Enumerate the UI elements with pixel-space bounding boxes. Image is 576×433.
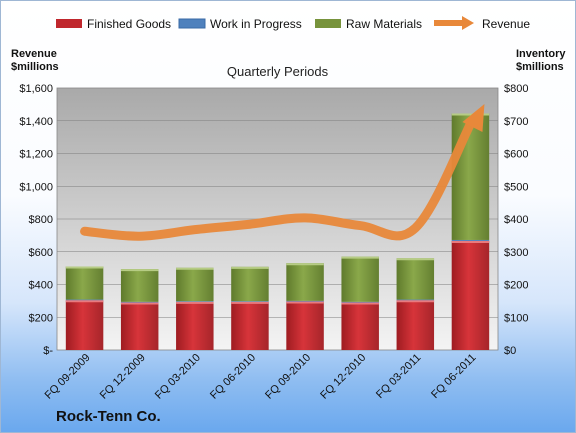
company-name: Rock-Tenn Co. (56, 408, 161, 425)
bar-raw-materials (341, 256, 379, 302)
revenue-line (80, 119, 475, 241)
left-axis-title: Revenue (11, 48, 57, 60)
bar-work-in-progress (341, 301, 379, 303)
chart-title: Quarterly Periods (227, 64, 329, 79)
right-tick-label: $700 (504, 116, 528, 128)
right-tick-label: $500 (504, 181, 528, 193)
bar-finished-goods (231, 301, 269, 350)
bar-raw-materials (120, 269, 159, 302)
category-label: FQ 03-2011 (374, 352, 423, 401)
category-label: FQ 12-2009 (98, 352, 148, 402)
bar-finished-goods (65, 300, 104, 350)
bar-finished-goods (286, 301, 324, 350)
bar-work-in-progress (120, 301, 159, 303)
bar-finished-goods (176, 301, 214, 350)
left-tick-label: $- (43, 345, 53, 357)
left-tick-label: $1,200 (19, 149, 53, 161)
legend-label: Raw Materials (346, 17, 422, 31)
right-tick-label: $800 (504, 83, 528, 95)
category-label: FQ 03-2010 (153, 352, 203, 402)
bar-work-in-progress (176, 301, 214, 302)
left-tick-label: $1,400 (19, 116, 53, 128)
legend-arrow-revenue (462, 16, 474, 30)
right-tick-label: $300 (504, 247, 528, 259)
category-label: FQ 12-2010 (318, 352, 368, 402)
right-tick-label: $400 (504, 214, 528, 226)
right-axis-title: Inventory (516, 48, 566, 60)
category-label: FQ 09-2009 (43, 352, 93, 402)
left-tick-label: $200 (29, 312, 53, 324)
left-tick-label: $600 (29, 247, 53, 259)
legend-swatch-work-in-progress (178, 18, 206, 29)
bar-finished-goods (341, 302, 379, 350)
left-tick-label: $1,600 (19, 83, 53, 95)
category-label: FQ 06-2010 (208, 352, 258, 402)
category-label: FQ 09-2010 (263, 352, 313, 402)
bar-work-in-progress (451, 239, 490, 241)
bar-raw-materials (176, 267, 214, 302)
category-label: FQ 06-2011 (429, 352, 478, 401)
right-axis-title-unit: $millions (516, 61, 564, 73)
legend-label: Work in Progress (210, 17, 302, 31)
bar-work-in-progress (396, 299, 435, 301)
legend-swatch-finished-goods (56, 19, 82, 28)
left-tick-label: $400 (29, 280, 53, 292)
legend-label: Revenue (482, 17, 530, 31)
right-tick-label: $600 (504, 149, 528, 161)
legend-swatch-raw-materials (315, 19, 341, 28)
bar-raw-materials (286, 263, 324, 301)
right-tick-label: $200 (504, 280, 528, 292)
bar-finished-goods (396, 300, 435, 350)
bar-work-in-progress (231, 301, 269, 302)
left-tick-label: $800 (29, 214, 53, 226)
bar-raw-materials (451, 113, 490, 240)
bar-work-in-progress (286, 300, 324, 302)
bar-work-in-progress (65, 299, 104, 301)
bar-raw-materials (396, 258, 435, 300)
left-tick-label: $1,000 (19, 181, 53, 193)
right-tick-label: $100 (504, 312, 528, 324)
revenue-arrowhead (462, 104, 485, 133)
legend-label: Finished Goods (87, 17, 171, 31)
bar-finished-goods (120, 302, 159, 350)
right-tick-label: $0 (504, 345, 516, 357)
bar-finished-goods (451, 240, 490, 350)
bar-raw-materials (65, 266, 104, 300)
left-axis-title-unit: $millions (11, 61, 59, 73)
bar-raw-materials (231, 266, 269, 302)
